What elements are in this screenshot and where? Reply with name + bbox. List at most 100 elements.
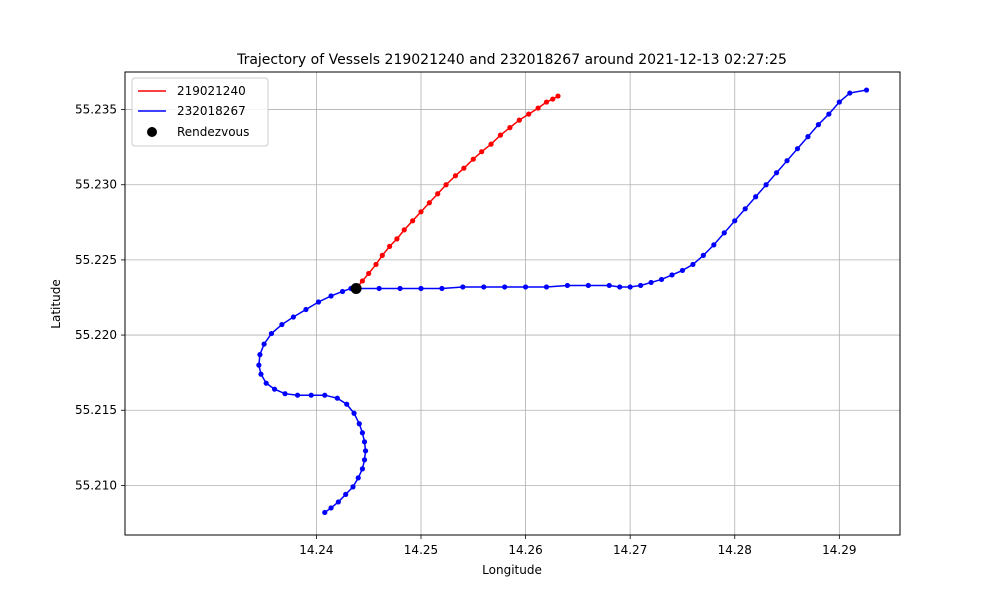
series-232018267-point (721, 230, 727, 236)
y-axis-ticks: 55.210 55.215 55.220 55.225 55.230 55.235 (75, 103, 125, 492)
legend-label-232018267: 232018267 (177, 104, 246, 118)
series-219021240-point (543, 99, 550, 105)
series-232018267-point (322, 509, 328, 516)
series-232018267-point (564, 282, 571, 289)
legend-label-219021240: 219021240 (177, 84, 246, 98)
series-219021240-point (488, 141, 494, 147)
series-232018267-point (763, 182, 769, 188)
series-232018267-point (397, 285, 403, 292)
rendezvous-point (350, 282, 362, 294)
series-232018267-point (362, 448, 369, 454)
series-232018267-point (261, 341, 267, 347)
series-232018267-point (308, 392, 314, 398)
series-232018267-point (690, 261, 696, 268)
series-232018267-point (279, 321, 285, 328)
series-219021240-point (443, 182, 449, 188)
series-219021240-point (366, 270, 372, 277)
series-219021240-point (516, 117, 522, 123)
series-232018267-point (343, 491, 349, 498)
series-232018267-point (439, 285, 445, 292)
series-232018267-point (376, 285, 382, 292)
series-219021240-point (373, 261, 379, 268)
series-layer (256, 87, 870, 516)
x-axis-ticks: 14.24 14.25 14.26 14.27 14.28 14.29 (299, 535, 857, 557)
series-232018267-point (826, 111, 832, 117)
series-219021240-point (394, 236, 400, 242)
legend-marker-rendezvous (147, 127, 157, 137)
series-232018267-point (606, 282, 612, 289)
series-219021240-point (479, 149, 485, 155)
series-219021240-point (359, 278, 366, 284)
x-tick-label: 14.27 (613, 543, 647, 557)
series-232018267-point (263, 380, 269, 386)
series-232018267-point (700, 252, 706, 258)
legend-box (131, 77, 269, 147)
series-232018267-point (257, 352, 263, 358)
series-232018267-point (256, 362, 262, 368)
series-232018267-point (328, 293, 334, 299)
series-232018267-point (334, 395, 340, 401)
series-219021240-point (426, 200, 432, 206)
series-232018267-point (773, 170, 780, 176)
series-232018267-point (658, 276, 665, 283)
series-232018267-point (351, 410, 357, 416)
series-232018267-point (679, 267, 686, 274)
series-232018267-point (303, 306, 309, 313)
series-232018267-point (847, 90, 853, 96)
x-tick-label: 14.29 (822, 543, 856, 557)
series-232018267-point (502, 284, 508, 290)
series-232018267-point (328, 505, 334, 511)
series-232018267-point (617, 284, 623, 290)
series-232018267-point (315, 299, 322, 305)
x-axis-label: Longitude (482, 563, 542, 577)
series-232018267-point (669, 272, 675, 278)
series-232018267-point (268, 330, 275, 337)
series-232018267-point (794, 146, 801, 152)
series-219021240-point (418, 209, 424, 215)
x-tick-label: 14.24 (299, 543, 333, 557)
x-tick-label: 14.26 (508, 543, 542, 557)
series-219021240-point (555, 93, 561, 99)
series-232018267-point (418, 285, 424, 292)
series-232018267-point (282, 391, 288, 397)
y-tick-label: 55.225 (75, 253, 117, 267)
x-tick-label: 14.25 (404, 543, 438, 557)
series-232018267-point (361, 457, 368, 463)
series-232018267-point (815, 122, 822, 128)
series-232018267-point (784, 158, 790, 164)
series-219021240-point (387, 243, 393, 249)
series-232018267 (256, 87, 870, 516)
series-219021240-point (379, 252, 385, 258)
series-232018267-point (627, 284, 633, 290)
series-219021240-point (535, 105, 541, 111)
series-232018267-point (290, 314, 296, 320)
series-232018267-point (271, 386, 278, 392)
y-axis-label: Latitude (49, 279, 63, 328)
series-219021240-point (497, 132, 504, 138)
y-tick-label: 55.220 (75, 328, 117, 342)
series-232018267-line (258, 89, 867, 514)
y-tick-label: 55.230 (75, 178, 117, 192)
series-232018267-point (339, 288, 346, 295)
series-232018267-point (356, 421, 362, 427)
series-232018267-point (753, 194, 759, 200)
series-232018267-point (638, 282, 644, 289)
series-232018267-point (359, 466, 366, 472)
series-232018267-point (344, 401, 350, 407)
series-219021240-point (452, 173, 459, 179)
series-232018267-point (711, 242, 717, 248)
series-219021240-point (401, 227, 407, 233)
series-232018267-point (361, 439, 368, 445)
series-232018267-point (460, 284, 466, 290)
series-219021240-point (550, 96, 556, 102)
series-232018267-point (350, 484, 356, 490)
series-232018267-point (742, 206, 748, 212)
series-232018267-point (836, 99, 842, 105)
series-219021240-point (435, 191, 441, 197)
series-232018267-point (481, 284, 487, 290)
series-219021240 (353, 93, 561, 292)
legend: 219021240 232018267 Rendezvous (131, 77, 269, 147)
series-219021240-point (461, 165, 467, 171)
legend-label-rendezvous: Rendezvous (177, 125, 249, 139)
